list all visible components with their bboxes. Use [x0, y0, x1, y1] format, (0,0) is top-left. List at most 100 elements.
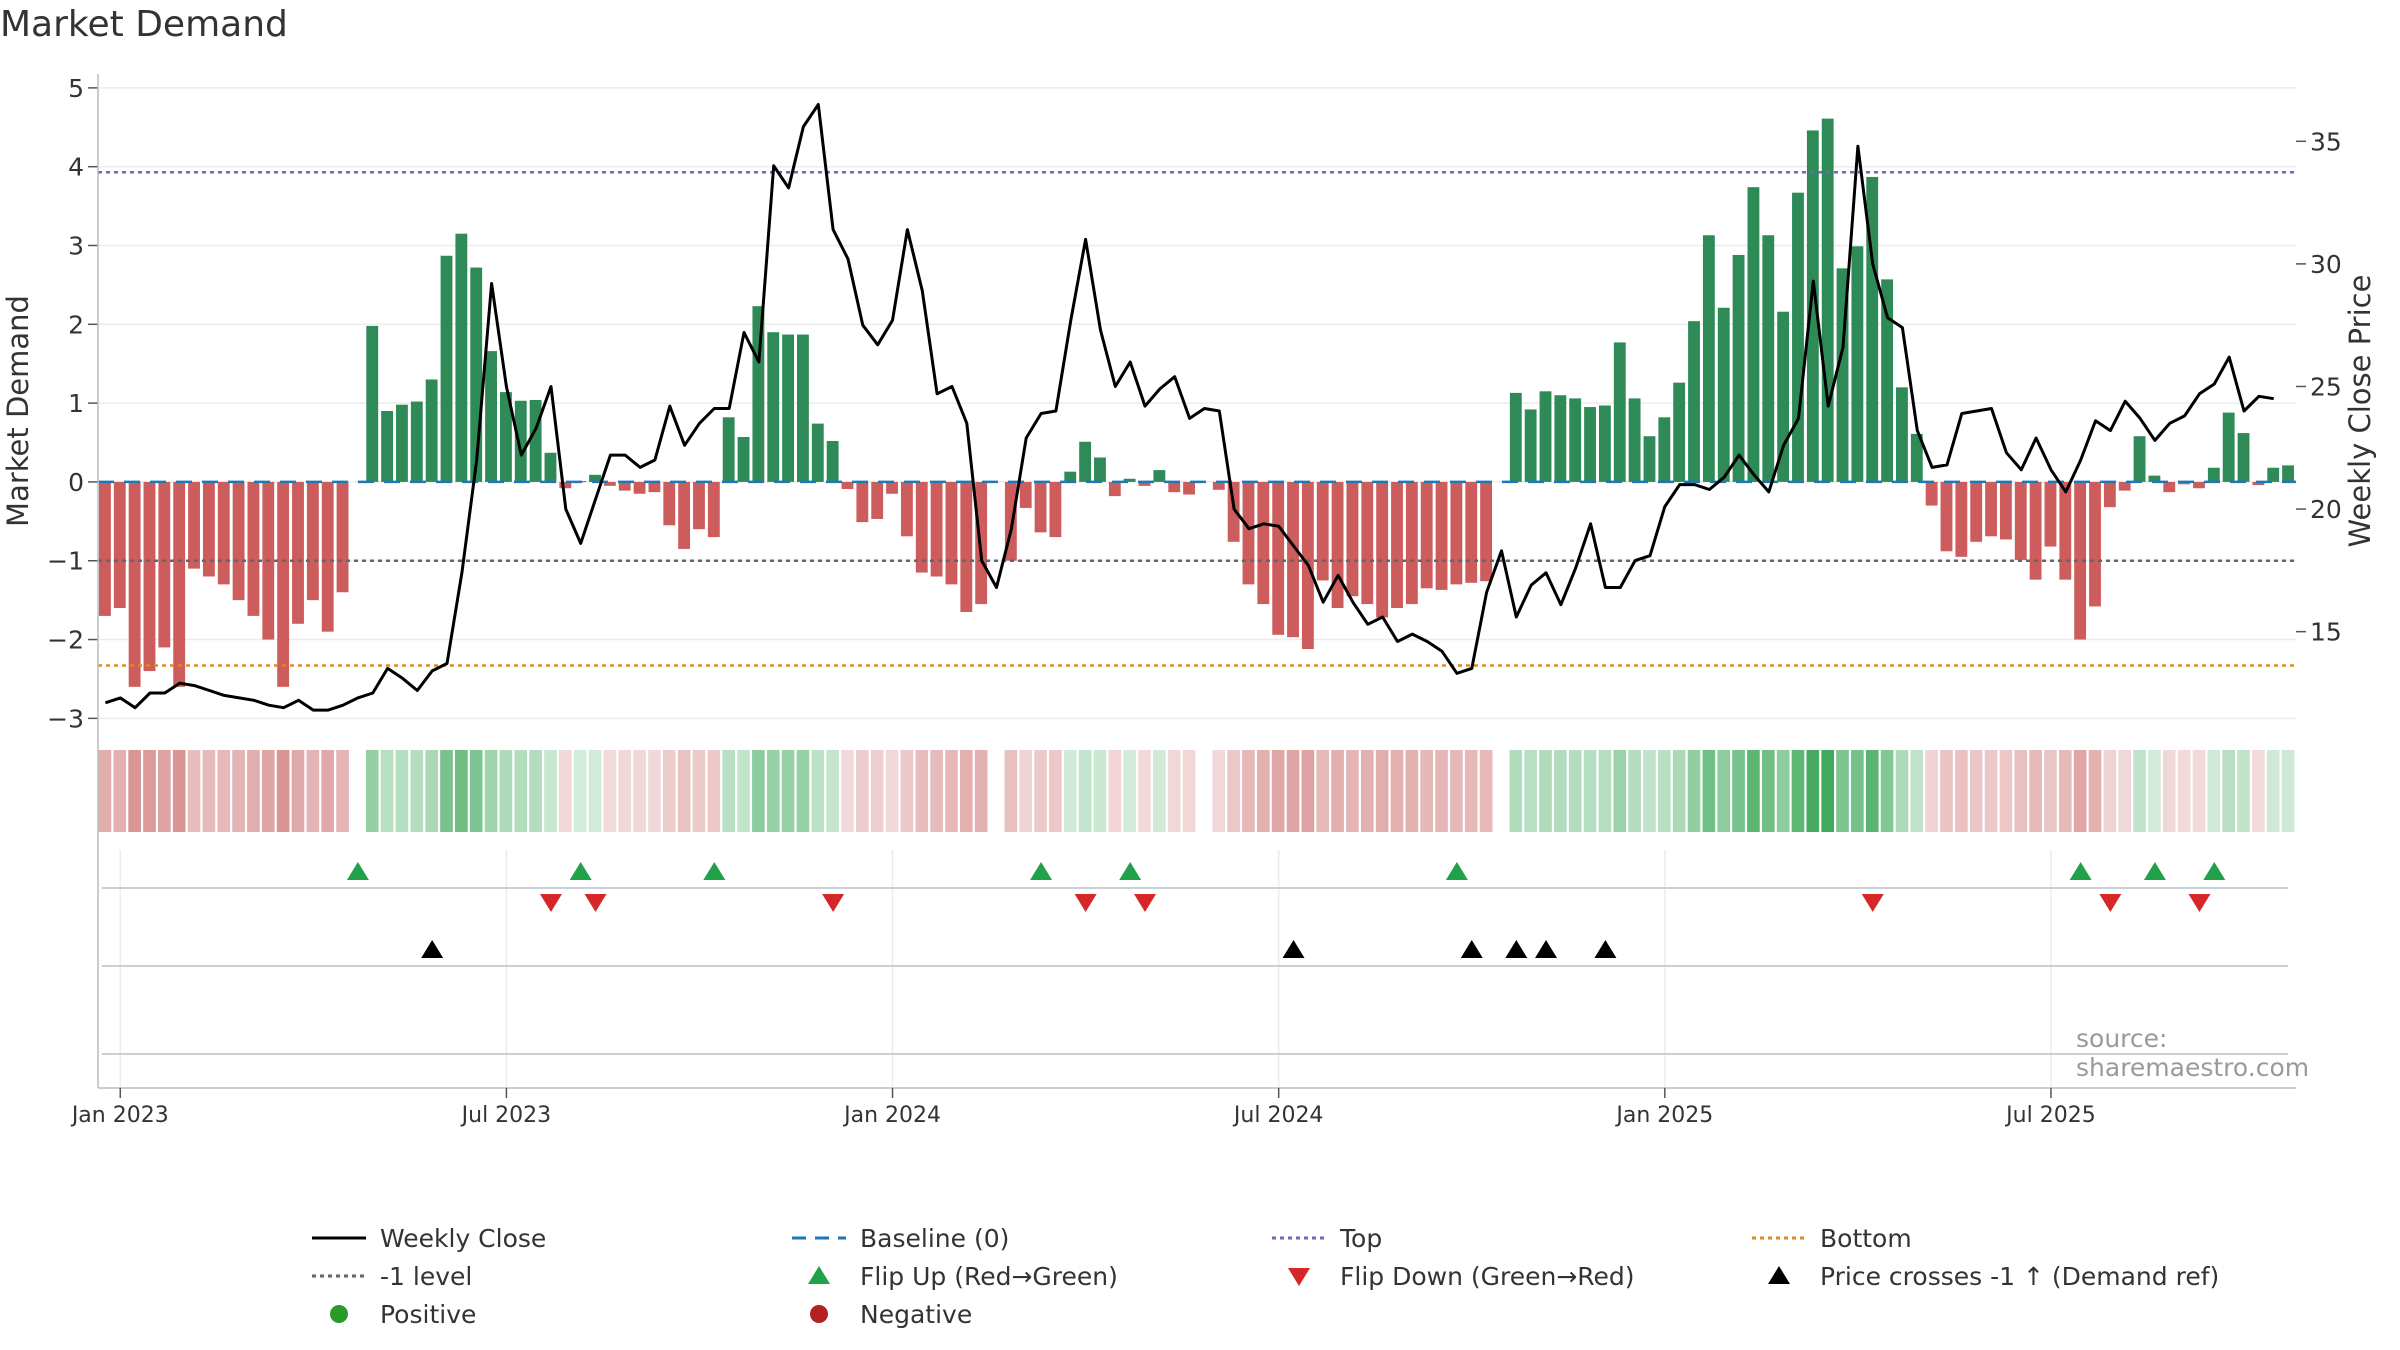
demand-bar: [2252, 481, 2265, 486]
heatmap-cell: [1242, 750, 1255, 832]
heatmap-cell: [261, 750, 275, 832]
heatmap-cell: [2148, 750, 2161, 832]
demand-bar: [1004, 481, 1017, 561]
heatmap-cell: [826, 750, 839, 832]
heatmap-cell: [232, 750, 245, 832]
demand-bar: [1613, 342, 1626, 482]
heatmap-cell: [1360, 750, 1374, 832]
demand-bar: [1435, 481, 1448, 590]
demand-bar: [826, 440, 839, 482]
heatmap-cell: [648, 750, 661, 832]
demand-bar: [232, 481, 245, 601]
demand-bar: [1079, 441, 1092, 482]
heatmap-cell: [945, 750, 958, 832]
heatmap-cell: [2073, 750, 2087, 832]
heatmap-cell: [915, 750, 929, 832]
demand-bar: [1108, 481, 1121, 497]
demand-bar: [1316, 481, 1329, 581]
demand-bar: [1465, 481, 1478, 583]
heatmap-cell: [2133, 750, 2146, 832]
heatmap-cell: [2118, 750, 2132, 832]
y-tick-label: −2: [47, 626, 84, 655]
heatmap-cell: [722, 750, 736, 832]
demand-bar: [2237, 433, 2250, 482]
demand-bar: [99, 481, 111, 616]
heatmap-cell: [1865, 750, 1879, 832]
heatmap-cell: [143, 750, 156, 832]
demand-bar: [1346, 481, 1359, 597]
legend-circle-icon: [330, 1305, 348, 1323]
heatmap-cell: [217, 750, 231, 832]
y-tick-label: 5: [68, 74, 84, 103]
heatmap-cell: [1464, 750, 1478, 832]
y-right-tick-label: 20: [2310, 495, 2342, 524]
demand-bar: [1034, 481, 1047, 533]
demand-bar: [1524, 409, 1537, 482]
heatmap-cell: [2058, 750, 2072, 832]
heatmap-cell: [410, 750, 424, 832]
demand-bar: [782, 334, 795, 482]
heatmap-cell: [1747, 750, 1760, 832]
price-cross-marker: [1282, 940, 1305, 958]
demand-bar: [455, 233, 468, 482]
heatmap-cell: [395, 750, 409, 832]
demand-bar: [188, 481, 200, 569]
heatmap-cell: [440, 750, 453, 832]
heatmap-cell: [1257, 750, 1270, 832]
demand-bar: [217, 481, 230, 585]
event-markers: [346, 862, 2226, 958]
heatmap-cell: [2177, 750, 2191, 832]
legend-item: Positive: [308, 1296, 476, 1332]
heatmap-cell: [1138, 750, 1151, 832]
demand-bar: [886, 481, 898, 494]
x-tick-label: Jan 2023: [70, 1103, 169, 1128]
heatmap-cell: [2252, 750, 2265, 832]
heatmap-cell: [276, 750, 290, 832]
chart-title: Market Demand: [0, 4, 288, 45]
heatmap-cell: [1554, 750, 1567, 832]
demand-bar: [128, 481, 141, 687]
demand-bar: [396, 404, 408, 482]
price-cross-marker: [1505, 940, 1528, 958]
demand-bar: [1361, 481, 1374, 605]
demand-bar: [1598, 405, 1611, 482]
demand-bar: [648, 481, 661, 493]
demand-bar: [1509, 392, 1522, 482]
demand-bar: [1049, 481, 1062, 538]
demand-bar: [1955, 481, 1968, 557]
demand-bar: [1450, 481, 1463, 585]
x-tick-label: Jan 2024: [842, 1103, 941, 1128]
heatmap-cell: [1628, 750, 1641, 832]
demand-bar: [499, 392, 512, 482]
demand-bar: [410, 401, 423, 482]
y-tick-label: 1: [68, 389, 84, 418]
heatmap-cell: [603, 750, 617, 832]
demand-bar: [440, 255, 453, 482]
heatmap-cell: [380, 750, 394, 832]
flip-up-marker: [2203, 862, 2226, 880]
heatmap-cell: [856, 750, 869, 832]
demand-bar: [1896, 387, 1908, 482]
x-tick-label: Jan 2025: [1614, 1103, 1713, 1128]
flip-up-marker: [346, 862, 369, 880]
demand-bar: [1183, 481, 1195, 495]
heatmap-cell: [544, 750, 557, 832]
heatmap-cell: [1301, 750, 1315, 832]
price-cross-marker: [1594, 940, 1617, 958]
demand-bar: [589, 474, 601, 482]
source-watermark: source: sharemaestro.com: [2076, 1024, 2310, 1082]
demand-bar: [425, 379, 438, 482]
demand-bar: [1777, 311, 1790, 482]
demand-bar: [2118, 481, 2131, 491]
demand-bar: [2014, 481, 2027, 560]
demand-bar: [336, 481, 349, 593]
legend-dotted-line-icon: [1272, 1236, 1326, 1240]
heatmap-cell: [885, 750, 899, 832]
demand-bar: [306, 481, 319, 601]
heatmap-cell: [1093, 750, 1107, 832]
demand-bar: [811, 423, 824, 482]
flip-down-marker: [539, 894, 562, 912]
heatmap-cell: [98, 750, 112, 832]
y-right-axis-title: Weekly Close Price: [2343, 275, 2377, 548]
heatmap-cell: [2014, 750, 2028, 832]
